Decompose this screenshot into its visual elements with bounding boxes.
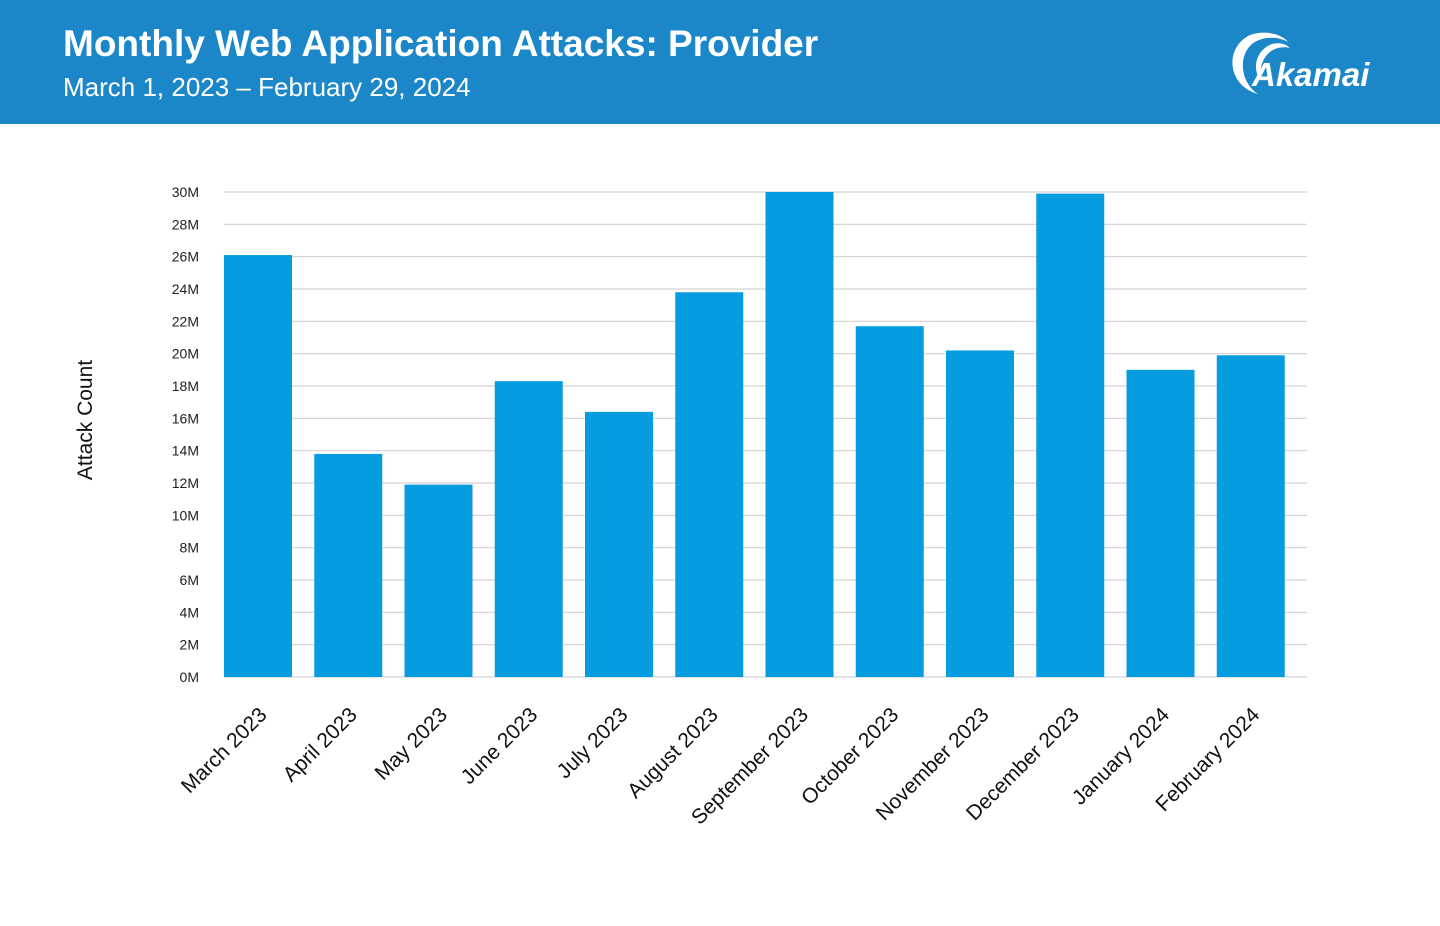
x-tick-label: March 2023 <box>177 703 272 798</box>
x-tick-label: July 2023 <box>553 703 633 783</box>
bar-chart: 0M 2M 4M 6M 8M 10M 12M 14M 16M 18M 20M 22M 24M 26M 28M… <box>74 184 1307 829</box>
x-tick-label: June 2023 <box>457 703 543 789</box>
bar <box>314 453 383 677</box>
bar <box>1126 369 1195 677</box>
y-tick-label: 20M <box>172 346 199 362</box>
akamai-logo-swoosh-outer <box>1232 32 1288 94</box>
y-tick-label: 16M <box>172 410 199 426</box>
y-tick-label: 26M <box>172 249 199 265</box>
akamai-logo-swoosh-inner <box>1256 43 1290 80</box>
y-tick-label: 0M <box>180 669 199 685</box>
y-tick-label: 4M <box>180 604 199 620</box>
bar <box>765 192 834 677</box>
x-axis-tick-labels: March 2023 April 2023 May 2023 June 2023 Jul… <box>177 703 1265 829</box>
x-tick-label: April 2023 <box>279 703 362 786</box>
chart-subtitle: March 1, 2023 – February 29, 2024 <box>63 72 471 102</box>
bar <box>1216 355 1285 677</box>
y-tick-label: 24M <box>172 281 199 297</box>
akamai-logo-text: Akamai <box>1251 56 1370 93</box>
y-tick-label: 12M <box>172 475 199 491</box>
bar <box>1036 193 1105 677</box>
bar <box>404 484 473 677</box>
y-axis-label: Attack Count <box>74 360 97 480</box>
y-tick-label: 6M <box>180 572 199 588</box>
bar <box>585 411 653 677</box>
bars <box>224 192 1285 678</box>
y-tick-label: 22M <box>172 313 199 329</box>
akamai-logo: Akamai <box>1232 32 1370 94</box>
y-axis-tick-labels: 0M 2M 4M 6M 8M 10M 12M 14M 16M 18M 20M 22M 24M 26M 28M… <box>172 184 199 685</box>
header-banner: Monthly Web Application Attacks: Provide… <box>0 0 1440 124</box>
bar <box>855 326 924 677</box>
y-tick-label: 18M <box>172 378 199 394</box>
x-tick-label: May 2023 <box>371 703 452 784</box>
bar <box>675 292 744 677</box>
y-tick-label: 8M <box>180 540 199 556</box>
y-tick-label: 28M <box>172 216 199 232</box>
y-tick-label: 30M <box>172 184 199 200</box>
bar <box>224 255 292 678</box>
x-tick-label: August 2023 <box>623 703 723 803</box>
y-tick-label: 14M <box>172 443 199 459</box>
y-tick-label: 10M <box>172 507 199 523</box>
chart-title: Monthly Web Application Attacks: Provide… <box>63 23 819 64</box>
y-tick-label: 2M <box>180 637 199 653</box>
bar <box>946 350 1014 677</box>
bar <box>494 381 563 677</box>
